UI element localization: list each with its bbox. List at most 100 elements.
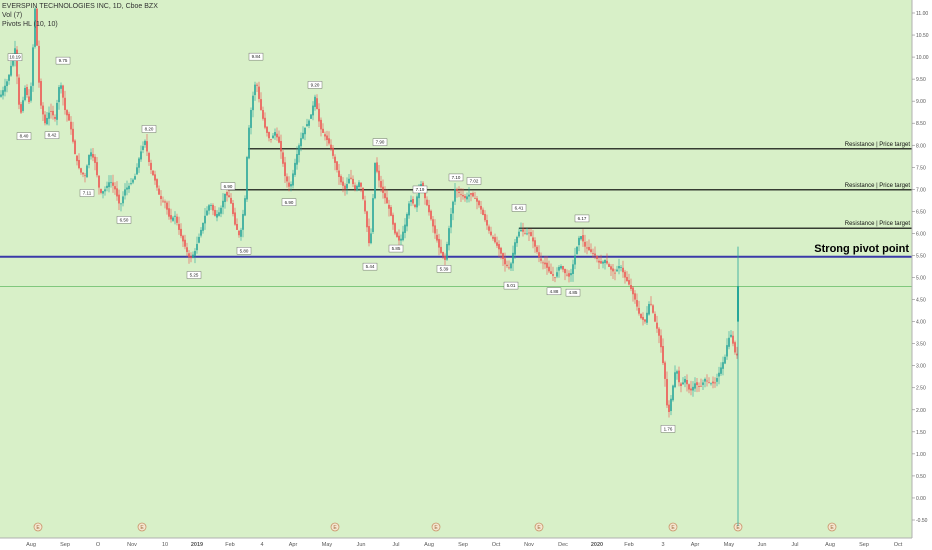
- candle-body: [316, 98, 318, 110]
- candle-body: [486, 220, 488, 226]
- candle-body: [26, 86, 28, 96]
- pivot-point-label: 7.10: [448, 173, 464, 182]
- candle-body: [554, 277, 556, 279]
- candle-body: [282, 152, 284, 164]
- earnings-marker-icon[interactable]: E: [534, 522, 544, 532]
- price-tick-label: 1.50: [916, 430, 926, 436]
- pivot-point-value: 7.02: [470, 178, 479, 183]
- candle-body: [592, 253, 594, 254]
- candle-body: [24, 87, 26, 101]
- pivot-point-box: [186, 271, 202, 279]
- pivot-point-value: 5.39: [440, 266, 449, 271]
- time-tick-label: 2020: [591, 542, 603, 548]
- candle-body: [498, 244, 500, 250]
- candle-body: [426, 199, 428, 206]
- candle-body: [352, 178, 354, 185]
- candle-body: [606, 260, 608, 264]
- pivot-point-label: 5.39: [436, 265, 452, 273]
- candle-body: [612, 268, 614, 272]
- pivot-point-label: 7.11: [79, 189, 95, 197]
- candle-body: [108, 182, 110, 188]
- candle-body: [138, 158, 140, 168]
- candle-body: [258, 86, 260, 99]
- candle-body: [190, 256, 192, 259]
- candle-body: [154, 174, 156, 181]
- candle-body: [610, 266, 612, 270]
- candle-body: [508, 267, 510, 269]
- earnings-marker-circle: [431, 522, 441, 532]
- earnings-marker-letter: E: [736, 525, 740, 531]
- candle-body: [494, 237, 496, 243]
- candle-body: [302, 132, 304, 139]
- candle-body: [82, 172, 84, 175]
- price-tick-label: 6.50: [916, 209, 926, 215]
- candle-body: [394, 223, 396, 234]
- candle-body: [552, 274, 554, 276]
- candle-body: [110, 182, 112, 184]
- candle-body: [570, 273, 572, 276]
- earnings-marker-icon[interactable]: E: [668, 522, 678, 532]
- candle-body: [332, 147, 334, 156]
- earnings-marker-icon[interactable]: E: [827, 522, 837, 532]
- candle-body: [140, 151, 142, 160]
- candle-body: [308, 120, 310, 126]
- candle-body: [684, 378, 686, 383]
- candle-body: [20, 104, 22, 113]
- candle-body: [266, 126, 268, 133]
- price-tick-label: 10.00: [916, 55, 929, 61]
- candle-body: [674, 372, 676, 388]
- candle-body: [392, 214, 394, 225]
- pivots-indicator-label[interactable]: Pivots HL (10, 10): [2, 21, 58, 28]
- candle-body: [98, 175, 100, 188]
- candle-body: [184, 239, 186, 247]
- resistance-label: Resistance | Price target: [845, 142, 911, 148]
- candle-body: [652, 305, 654, 313]
- candle-body: [294, 162, 296, 175]
- earnings-marker-icon[interactable]: E: [137, 522, 147, 532]
- candle-body: [364, 200, 366, 212]
- candle-body: [320, 119, 322, 130]
- candle-body: [582, 235, 584, 242]
- candle-body: [700, 385, 702, 387]
- earnings-marker-icon[interactable]: E: [431, 522, 441, 532]
- candle-body: [710, 383, 712, 385]
- candle-body: [630, 284, 632, 289]
- pivot-point-value: 5.85: [392, 246, 401, 251]
- pivot-point-label: 7.02: [466, 177, 482, 185]
- candle-body: [430, 210, 432, 220]
- pivot-point-value: 5.01: [507, 283, 516, 288]
- candle-body: [634, 293, 636, 300]
- earnings-marker-icon[interactable]: E: [330, 522, 340, 532]
- pivot-point-box: [44, 131, 60, 139]
- candle-body: [702, 382, 704, 385]
- candle-body: [428, 204, 430, 213]
- candle-body: [450, 214, 452, 228]
- candle-body: [280, 140, 282, 152]
- earnings-marker-icon[interactable]: E: [33, 522, 43, 532]
- candle-body: [704, 378, 706, 382]
- volume-indicator-label[interactable]: Vol (7): [2, 12, 23, 19]
- candle-body: [240, 229, 242, 237]
- candle-body: [94, 156, 96, 163]
- candle-body: [522, 229, 524, 232]
- price-tick-label: 8.00: [916, 143, 926, 149]
- pivot-point-box: [79, 189, 95, 197]
- symbol-title[interactable]: EVERSPIN TECHNOLOGIES INC, 1D, Cboe BZX: [2, 3, 158, 10]
- candle-body: [448, 228, 450, 246]
- candle-body: [656, 322, 658, 329]
- candle-body: [58, 87, 60, 103]
- candle-body: [596, 255, 598, 260]
- candle-body: [466, 196, 468, 200]
- candle-body: [642, 316, 644, 320]
- candle-body: [136, 167, 138, 175]
- candle-body: [440, 246, 442, 253]
- candle-body: [218, 212, 220, 216]
- pivot-point-label: 9.84: [248, 52, 264, 61]
- candle-body: [464, 195, 466, 199]
- candle-body: [74, 140, 76, 155]
- candle-body: [264, 117, 266, 128]
- resistance-label: Resistance | Price target: [845, 221, 911, 227]
- time-tick-label: Oct: [492, 542, 501, 548]
- pivot-point-label: 7.90: [372, 138, 388, 146]
